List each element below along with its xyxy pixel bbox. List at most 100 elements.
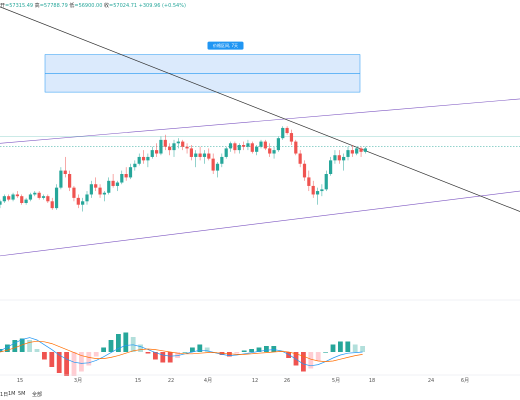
candle-body [107, 180, 111, 193]
channel-upper-line [0, 98, 520, 144]
range-label: 价格区间, 7天 [213, 42, 238, 48]
candle-body [207, 153, 211, 159]
candle-body [41, 196, 46, 198]
candle-body [359, 148, 363, 152]
x-tick-label: 6月 [461, 378, 469, 384]
candle-body [98, 187, 102, 195]
candle-body [50, 201, 54, 209]
candle-body [220, 156, 224, 164]
candle-body [102, 192, 106, 195]
candle-body [155, 150, 159, 154]
candle-body [181, 141, 185, 147]
candle-body [94, 184, 98, 188]
timeframe-5m-button[interactable]: 5M [18, 391, 26, 397]
candle-body [72, 187, 76, 198]
ohlc-close-value: 57024.71 [113, 3, 138, 9]
candle-body [146, 156, 150, 161]
macd-histogram-bar [256, 347, 262, 352]
candle-body [333, 155, 337, 161]
timeframe-bar: 1日 1M 5M 全部 [0, 388, 520, 400]
macd-histogram-bar [79, 352, 84, 372]
timeframe-all-button[interactable]: 全部 [32, 392, 43, 398]
candle-body [259, 141, 263, 147]
x-tick-label: 12 [252, 378, 258, 384]
macd-histogram-bar [86, 352, 92, 366]
macd-histogram-bar [116, 334, 121, 352]
candle-body [133, 163, 137, 168]
x-tick-label: 18 [369, 378, 375, 384]
ohlc-close-label: 收 [104, 3, 110, 9]
ohlc-legend: 开=57315.49 高=57788.79 低=56900.00 收=57024… [0, 3, 186, 9]
macd-histogram-bar [197, 344, 203, 352]
candle-body [176, 141, 180, 144]
ohlc-low-label: 低 [69, 3, 75, 9]
macd-indicator [0, 299, 520, 376]
macd-histogram-bar [360, 346, 365, 352]
candle-body [294, 141, 298, 154]
macd-histogram-bar [352, 344, 358, 352]
candle-body [246, 143, 250, 147]
candle-body [185, 146, 189, 149]
macd-histogram-bar [315, 352, 321, 361]
macd-histogram-bar [204, 347, 210, 352]
macd-histogram-bar [330, 344, 336, 352]
x-tick-label: 15 [17, 378, 23, 384]
candle-body [15, 194, 19, 197]
x-tick-label: 15 [135, 378, 141, 384]
macd-histogram-bar [123, 332, 129, 352]
candle-body [189, 148, 193, 157]
candle-body [233, 143, 237, 151]
candle-body [363, 148, 367, 152]
candle-body [59, 170, 63, 188]
candle-body [211, 158, 215, 171]
candle-body [37, 192, 41, 198]
macd-histogram-bar [145, 352, 151, 354]
candle-body [68, 174, 72, 188]
timeframe-1m-button[interactable]: 1M [8, 391, 16, 397]
macd-histogram-bar [160, 352, 166, 363]
candle-body [250, 143, 254, 152]
candle-body [324, 174, 328, 190]
macd-histogram-bar [264, 346, 269, 352]
candle-body [128, 167, 133, 178]
macd-histogram-bar [108, 340, 114, 352]
macd-histogram-bar [182, 352, 188, 353]
macd-histogram-bar [56, 352, 62, 373]
candle-body [141, 156, 146, 161]
candle-body [24, 199, 28, 203]
candle-body [228, 143, 233, 149]
ohlc-open-label: 开 [0, 3, 6, 9]
candle-body [28, 194, 33, 200]
candle-body [33, 192, 37, 195]
candle-body [272, 150, 276, 154]
candle-body [255, 146, 259, 152]
x-tick-label: 26 [284, 378, 290, 384]
candle-body [281, 127, 285, 139]
ohlc-low-value: 56900.00 [78, 3, 103, 9]
macd-histogram-bar [323, 352, 328, 353]
price-range-tool[interactable]: 价格区间, 7天 [44, 41, 361, 93]
candle-body [346, 150, 350, 157]
candle-body [194, 153, 198, 157]
macd-histogram-bar [34, 349, 40, 352]
candle-body [7, 196, 11, 200]
trendline[interactable] [0, 6, 520, 212]
timeframe-1d-button[interactable]: 1日 [0, 392, 9, 398]
parallel-channel[interactable] [0, 98, 520, 257]
macd-histogram-bar [64, 352, 69, 376]
candle-body [168, 146, 172, 151]
candle-body [111, 180, 115, 186]
candle-body [337, 155, 341, 161]
x-tick-label: 24 [428, 378, 434, 384]
candle-body [54, 187, 59, 209]
price-chart[interactable]: 价格区间, 7天 15 3月 15 22 4月 12 26 5月 18 24 6月 [0, 0, 520, 388]
macd-histogram-bar [190, 347, 195, 352]
candle-body [302, 163, 307, 178]
range-label-bg [207, 41, 244, 50]
macd-histogram-bar [271, 346, 277, 352]
candle-body [163, 139, 167, 147]
candle-body [342, 156, 346, 161]
candle-body [350, 150, 354, 154]
ohlc-high-label: 高 [34, 3, 40, 9]
candle-body [289, 133, 294, 142]
